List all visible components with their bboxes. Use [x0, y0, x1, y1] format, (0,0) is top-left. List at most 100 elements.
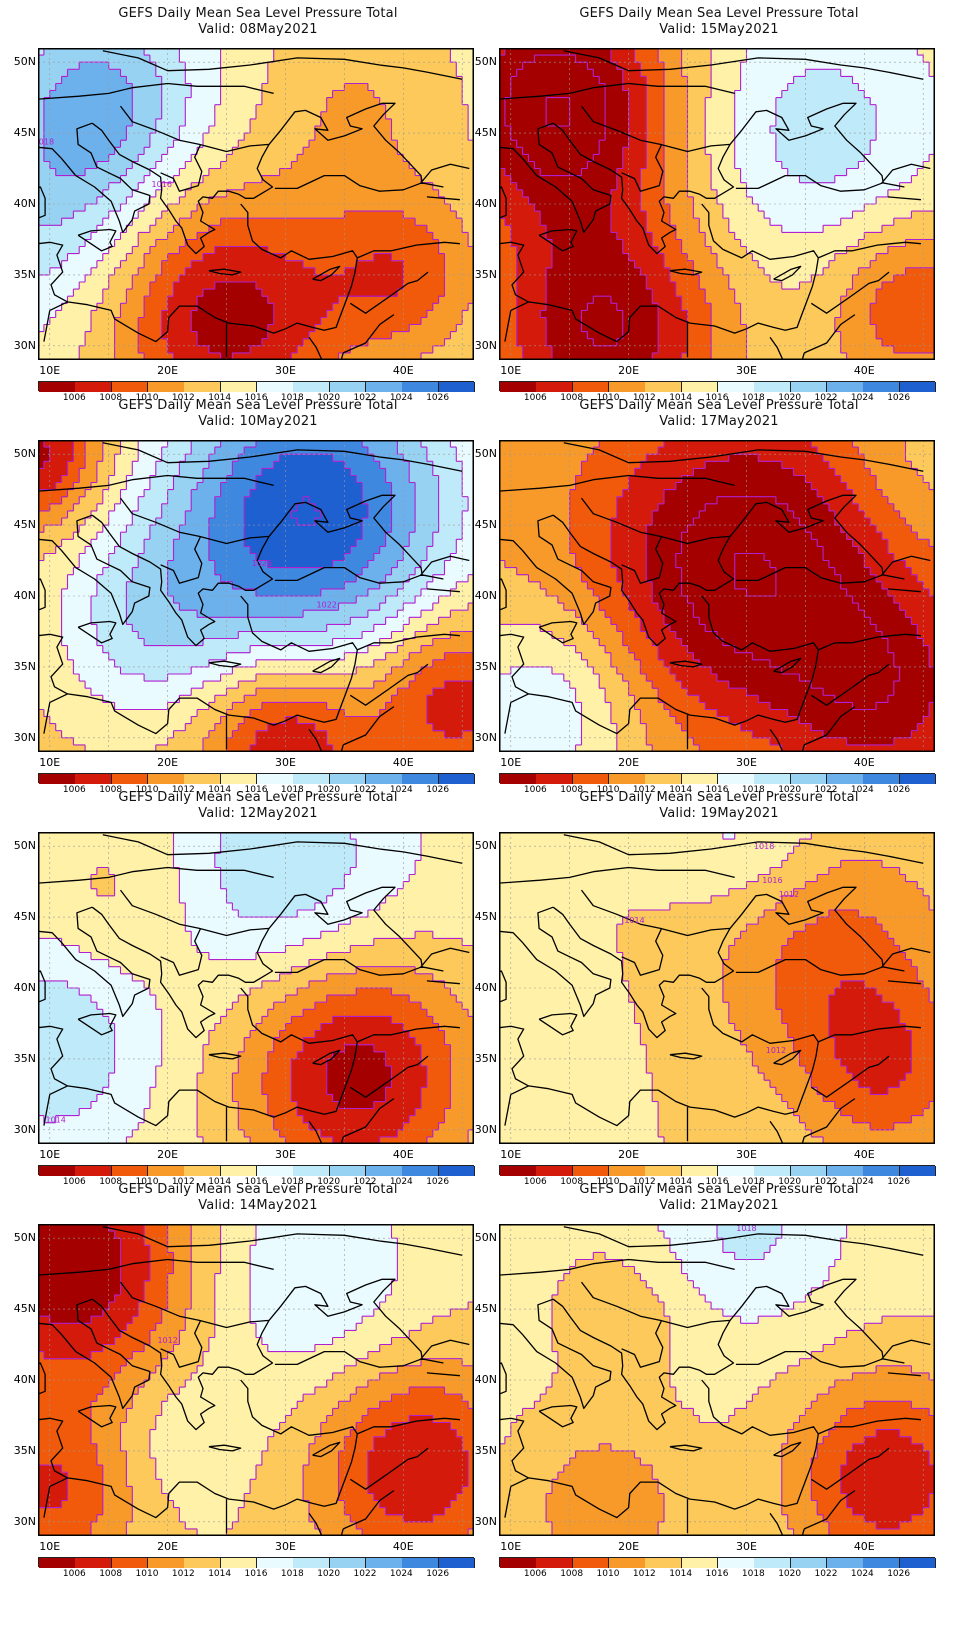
lat-tick-label: 40N [6, 981, 36, 994]
colorbar-swatch [293, 774, 331, 784]
colorbar-swatch [609, 1166, 646, 1176]
colorbar-label: 1016 [702, 1177, 732, 1187]
contour-label: 1018 [754, 842, 774, 851]
lat-tick-label: 30N [6, 731, 36, 744]
colorbar-label: 1024 [386, 393, 416, 403]
colorbar [38, 773, 476, 784]
lon-tick-label: 40E [388, 1148, 418, 1161]
colorbar-label: 1026 [884, 1177, 914, 1187]
colorbar-swatch [39, 1558, 76, 1568]
colorbar-swatch [718, 774, 755, 784]
lon-tick-label: 10E [496, 756, 526, 769]
colorbar-label: 1010 [593, 393, 623, 403]
colorbar-label: 1006 [59, 1177, 89, 1187]
colorbar-swatch [863, 774, 901, 784]
colorbar-swatch [438, 1558, 476, 1568]
map-panel: GEFS Daily Mean Sea Level Pressure Total… [0, 0, 482, 410]
colorbar-swatch [790, 1166, 828, 1176]
lat-tick-label: 50N [467, 55, 497, 68]
pressure-map: 1014 [38, 832, 474, 1144]
colorbar-swatch [500, 1558, 537, 1568]
colorbar-swatch [827, 382, 864, 392]
colorbar-label: 1022 [811, 393, 841, 403]
colorbar-label: 1012 [168, 393, 198, 403]
lon-tick-label: 30E [731, 1540, 761, 1553]
panel-valid-date: Valid: 08May2021 [38, 22, 478, 38]
pressure-map: 1012 [38, 1224, 474, 1536]
colorbar-label: 1012 [168, 1177, 198, 1187]
colorbar-label: 1010 [132, 393, 162, 403]
lon-tick-label: 20E [153, 756, 183, 769]
colorbar-label: 1026 [423, 1177, 453, 1187]
colorbar-label: 1014 [666, 393, 696, 403]
colorbar-swatch [609, 774, 646, 784]
contour-label: 1016 [762, 876, 782, 885]
colorbar-label: 1024 [386, 1569, 416, 1579]
colorbar-swatch [257, 774, 294, 784]
colorbar-label: 1022 [811, 1177, 841, 1187]
contour-label: 1012 [157, 1336, 177, 1345]
colorbar-label: 1016 [241, 1177, 271, 1187]
colorbar-label: 1006 [59, 1569, 89, 1579]
colorbar-label: 1020 [775, 393, 805, 403]
lat-tick-label: 50N [467, 447, 497, 460]
colorbar-swatch [329, 774, 367, 784]
lon-tick-label: 20E [614, 756, 644, 769]
lon-tick-label: 30E [270, 1540, 300, 1553]
colorbar-swatch [899, 1558, 937, 1568]
colorbar-label: 1008 [557, 1177, 587, 1187]
pressure-field [38, 832, 474, 1144]
colorbar-label: 1012 [168, 785, 198, 795]
pressure-field [499, 48, 935, 360]
colorbar-swatch [438, 774, 476, 784]
pressure-field [499, 440, 935, 752]
colorbar-swatch [827, 1558, 864, 1568]
coastlines [499, 50, 931, 360]
colorbar-label: 1010 [593, 785, 623, 795]
colorbar-swatch [681, 382, 719, 392]
colorbar-label: 1016 [241, 1569, 271, 1579]
colorbar-swatch [220, 774, 258, 784]
isobars [499, 440, 935, 752]
colorbar-label: 1018 [738, 785, 768, 795]
lat-tick-label: 50N [6, 1231, 36, 1244]
colorbar-label: 1014 [205, 1177, 235, 1187]
pressure-map: 1018 [499, 1224, 935, 1536]
colorbar-label: 1020 [314, 1177, 344, 1187]
panel-valid-date: Valid: 14May2021 [38, 1198, 478, 1214]
colorbar-swatch [863, 382, 901, 392]
contour-label: 1018 [736, 1224, 756, 1233]
lon-tick-label: 10E [496, 1540, 526, 1553]
colorbar-swatch [257, 1166, 294, 1176]
colorbar-label: 1012 [629, 785, 659, 795]
lon-tick-label: 30E [731, 364, 761, 377]
colorbar-label: 1026 [423, 785, 453, 795]
isobars [499, 48, 935, 360]
lon-tick-label: 40E [849, 364, 879, 377]
colorbar-label: 1006 [59, 785, 89, 795]
colorbar-swatch [111, 382, 149, 392]
panel-title: GEFS Daily Mean Sea Level Pressure Total [38, 6, 478, 22]
colorbar-swatch [500, 774, 537, 784]
colorbar-label: 1016 [702, 785, 732, 795]
colorbar-label: 1012 [629, 393, 659, 403]
lat-tick-label: 45N [6, 126, 36, 139]
colorbar-label: 1026 [884, 785, 914, 795]
colorbar-swatch [220, 382, 258, 392]
contour-label: 1016 [152, 180, 172, 189]
lon-tick-label: 10E [496, 364, 526, 377]
pressure-map: 1026 1022 [38, 440, 474, 752]
contour-label: 1022 [317, 600, 337, 609]
colorbar-swatch [863, 1166, 901, 1176]
contour-label: 1018 [38, 137, 54, 146]
colorbar-swatch [75, 1166, 113, 1176]
colorbar-swatch [111, 1166, 149, 1176]
colorbar [499, 381, 937, 392]
panel-valid-date: Valid: 17May2021 [499, 414, 939, 430]
colorbar-label: 1020 [314, 785, 344, 795]
colorbar-swatch [111, 774, 149, 784]
colorbar-label: 1014 [666, 785, 696, 795]
colorbar-swatch [645, 1558, 683, 1568]
map-frame [38, 48, 474, 360]
lat-tick-label: 40N [467, 1373, 497, 1386]
